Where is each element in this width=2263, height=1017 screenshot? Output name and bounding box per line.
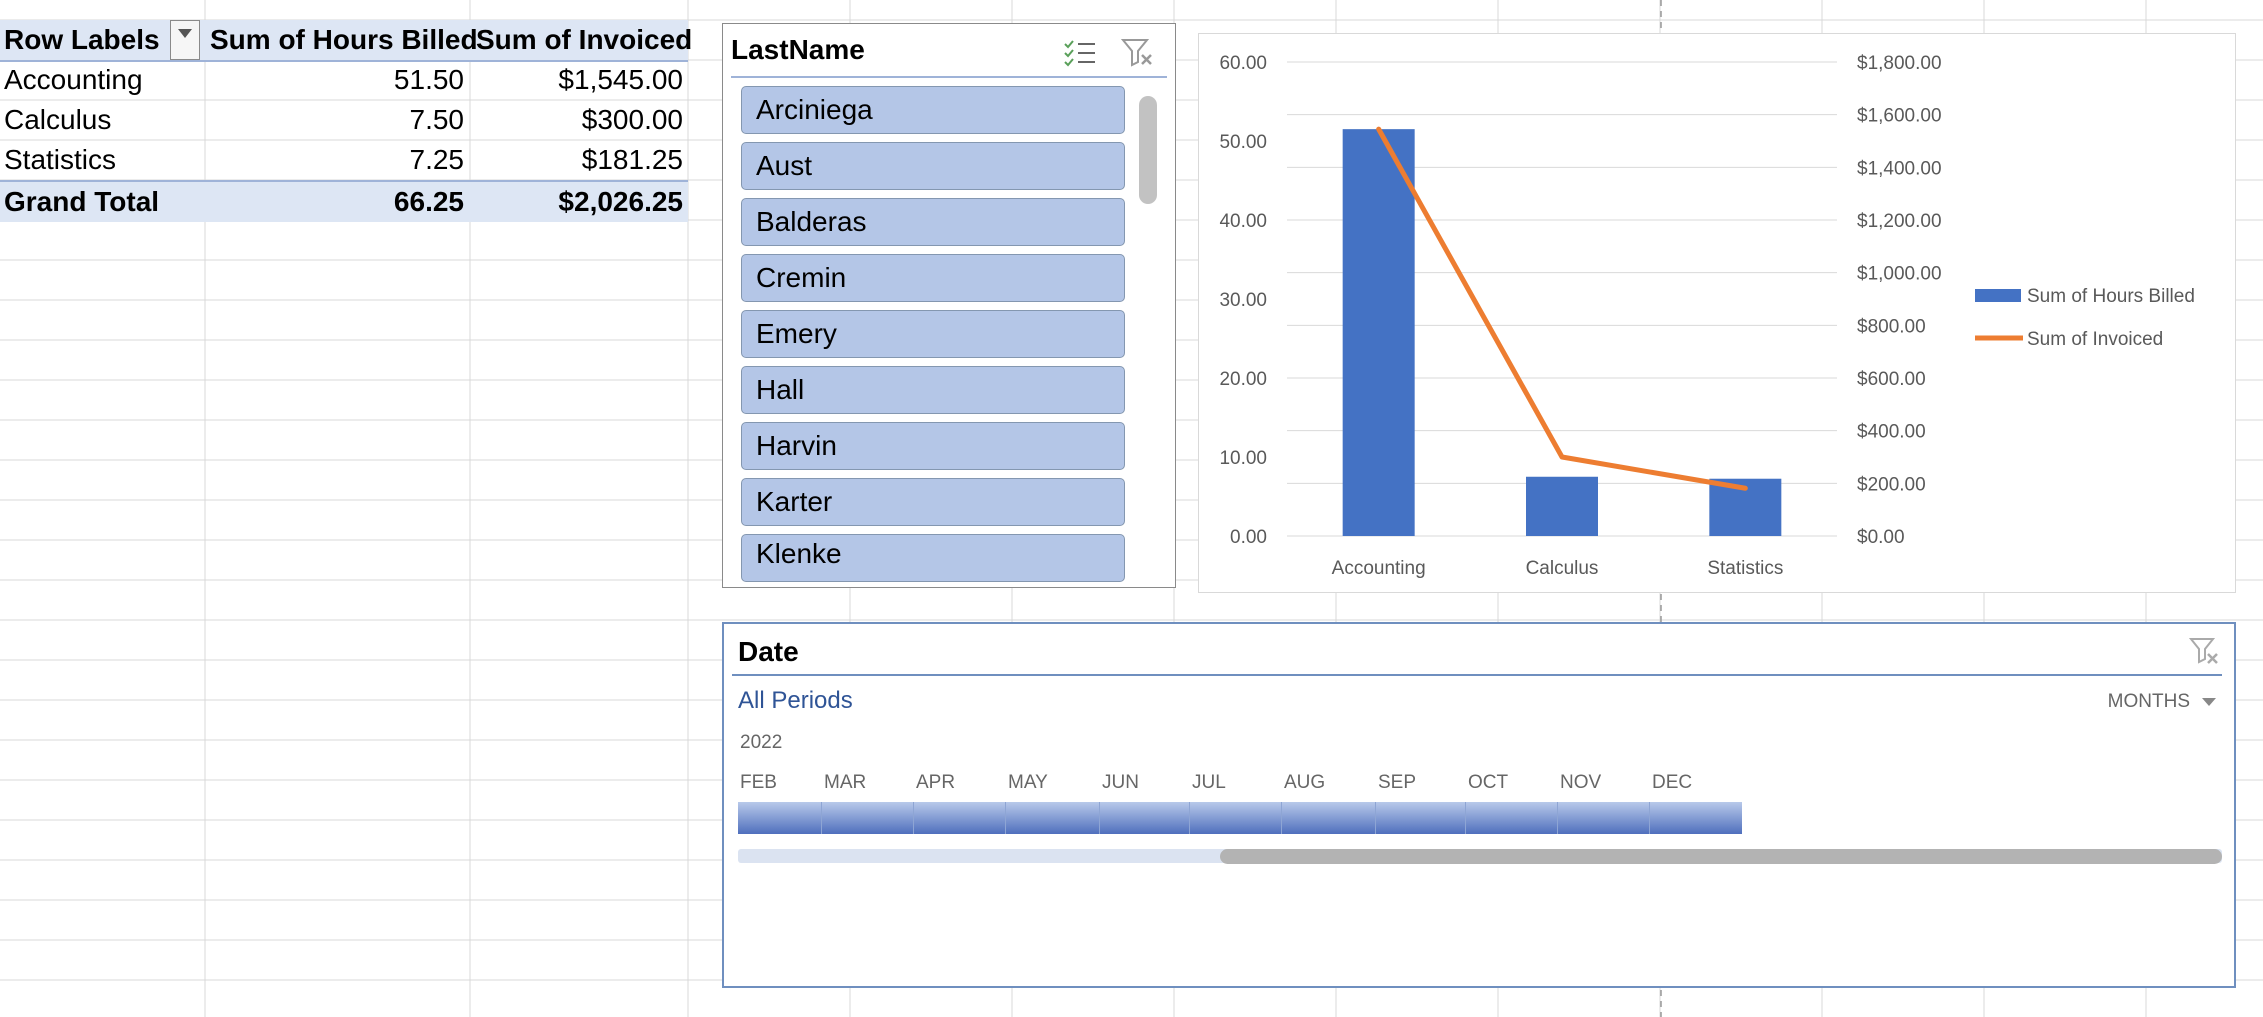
grand-total-label: Grand Total bbox=[4, 186, 160, 217]
timeline-scroll-thumb[interactable] bbox=[1220, 849, 2222, 864]
row-label: Statistics bbox=[4, 144, 117, 175]
date-timeline[interactable]: Date All Periods MONTHS 2022 FEB MAR APR… bbox=[722, 622, 2236, 988]
month-divider bbox=[1557, 802, 1558, 834]
month-label: AUG bbox=[1284, 772, 1326, 793]
y-left-tick-label: 50.00 bbox=[1219, 132, 1267, 153]
hours-billed-header[interactable]: Sum of Hours Billed bbox=[210, 24, 478, 55]
month-label: JUL bbox=[1192, 772, 1226, 793]
row-label: Calculus bbox=[4, 104, 112, 135]
month-label: NOV bbox=[1560, 772, 1602, 793]
y-right-tick-label: $1,800.00 bbox=[1857, 53, 1942, 74]
hours-value: 51.50 bbox=[393, 64, 464, 95]
pivot-row-statistics[interactable]: Statistics 7.25 $181.25 bbox=[0, 140, 688, 180]
slicer-item[interactable]: Balderas bbox=[741, 198, 1125, 246]
timeline-selection-bar[interactable] bbox=[738, 802, 1742, 834]
month-label: FEB bbox=[740, 772, 777, 793]
y-right-tick-label: $600.00 bbox=[1857, 369, 1926, 390]
chevron-down-icon bbox=[2202, 697, 2216, 706]
month-label: OCT bbox=[1468, 772, 1509, 793]
timeline-divider bbox=[732, 674, 2222, 676]
timeline-selection-label: All Periods bbox=[738, 687, 853, 714]
pivot-row-calculus[interactable]: Calculus 7.50 $300.00 bbox=[0, 100, 688, 140]
hours-value: 7.50 bbox=[409, 104, 465, 135]
legend-label-invoiced: Sum of Invoiced bbox=[2027, 329, 2163, 350]
month-divider bbox=[1375, 802, 1376, 834]
slicer-divider bbox=[731, 76, 1167, 78]
invoiced-value: $300.00 bbox=[581, 104, 683, 135]
month-label: JUN bbox=[1102, 772, 1139, 793]
legend-label-hours: Sum of Hours Billed bbox=[2027, 286, 2195, 307]
bar-calculus bbox=[1526, 476, 1598, 536]
y-right-tick-label: $200.00 bbox=[1857, 474, 1926, 495]
grand-total-invoiced: $2,026.25 bbox=[558, 186, 683, 217]
pivot-grand-total-row[interactable]: Grand Total 66.25 $2,026.25 bbox=[0, 180, 688, 222]
slicer-item[interactable]: Cremin bbox=[741, 254, 1125, 302]
chart-canvas: $0.00 $200.00 $400.00 $600.00 $800.00 $1,000.… bbox=[1219, 53, 2195, 579]
month-divider bbox=[1005, 802, 1006, 834]
x-tick-label: Calculus bbox=[1526, 558, 1599, 579]
y-right-tick-label: $800.00 bbox=[1857, 316, 1926, 337]
bar-accounting bbox=[1342, 129, 1415, 536]
y-left-tick-label: 30.00 bbox=[1219, 290, 1267, 311]
invoiced-line bbox=[1376, 126, 1748, 491]
y-left-tick-label: 0.00 bbox=[1230, 527, 1267, 548]
lastname-slicer[interactable]: LastName Arciniega Aust Balderas Cremin … bbox=[722, 23, 1176, 588]
slicer-item-list: Arciniega Aust Balderas Cremin Emery Hal… bbox=[741, 86, 1125, 587]
y-right-tick-label: $1,600.00 bbox=[1857, 106, 1942, 127]
row-label: Accounting bbox=[4, 64, 143, 95]
pivot-row-accounting[interactable]: Accounting 51.50 $1,545.00 bbox=[0, 60, 688, 100]
y-right-tick-label: $0.00 bbox=[1857, 527, 1905, 548]
month-divider bbox=[1465, 802, 1466, 834]
month-label: MAY bbox=[1008, 772, 1048, 793]
month-divider bbox=[1189, 802, 1190, 834]
row-labels-header[interactable]: Row Labels bbox=[4, 24, 160, 55]
invoiced-value: $181.25 bbox=[581, 144, 683, 175]
clear-filter-icon[interactable] bbox=[1119, 36, 1159, 70]
month-divider bbox=[1099, 802, 1100, 834]
slicer-item[interactable]: Hall bbox=[741, 366, 1125, 414]
month-divider bbox=[821, 802, 822, 834]
slicer-item[interactable]: Emery bbox=[741, 310, 1125, 358]
hours-value: 7.25 bbox=[409, 144, 465, 175]
y-left-tick-label: 60.00 bbox=[1219, 53, 1267, 74]
y-right-tick-label: $1,400.00 bbox=[1857, 158, 1942, 179]
legend-swatch-hours bbox=[1975, 289, 2021, 302]
y-right-tick-label: $1,200.00 bbox=[1857, 211, 1942, 232]
month-divider bbox=[1281, 802, 1282, 834]
slicer-title: LastName bbox=[731, 34, 865, 65]
slicer-item[interactable]: Aust bbox=[741, 142, 1125, 190]
time-level-label: MONTHS bbox=[2107, 691, 2190, 712]
multi-select-icon[interactable] bbox=[1061, 36, 1101, 70]
timeline-title: Date bbox=[738, 636, 799, 667]
slicer-scrollbar[interactable] bbox=[1139, 96, 1157, 204]
month-label: MAR bbox=[824, 772, 867, 793]
slicer-item[interactable]: Arciniega bbox=[741, 86, 1125, 134]
pivot-header-row: Row Labels Sum of Hours Billed Sum of In… bbox=[0, 20, 692, 62]
invoiced-header[interactable]: Sum of Invoiced bbox=[476, 24, 693, 55]
slicer-item[interactable]: Karter bbox=[741, 478, 1125, 526]
month-divider bbox=[913, 802, 914, 834]
y-right-tick-label: $1,000.00 bbox=[1857, 264, 1942, 285]
grand-total-hours: 66.25 bbox=[393, 186, 464, 217]
month-label: DEC bbox=[1652, 772, 1693, 793]
slicer-item[interactable]: Harvin bbox=[741, 422, 1125, 470]
invoiced-value: $1,545.00 bbox=[558, 64, 683, 95]
timeline-month-labels: FEB MAR APR MAY JUN JUL AUG SEP OCT NOV … bbox=[740, 768, 1780, 798]
month-label: APR bbox=[916, 772, 956, 793]
x-tick-label: Accounting bbox=[1332, 558, 1426, 579]
timeline-year: 2022 bbox=[740, 732, 783, 753]
clear-filter-icon[interactable] bbox=[2188, 636, 2222, 668]
row-labels-filter-dropdown[interactable] bbox=[170, 20, 200, 60]
y-right-tick-label: $400.00 bbox=[1857, 422, 1926, 443]
y-left-tick-label: 10.00 bbox=[1219, 448, 1267, 469]
time-level-dropdown[interactable]: MONTHS bbox=[2108, 686, 2216, 718]
y-left-tick-label: 20.00 bbox=[1219, 369, 1267, 390]
month-label: SEP bbox=[1378, 772, 1417, 793]
x-tick-label: Statistics bbox=[1707, 558, 1783, 579]
combo-chart[interactable]: $0.00 $200.00 $400.00 $600.00 $800.00 $1,000.… bbox=[1198, 33, 2236, 593]
month-divider bbox=[1649, 802, 1650, 834]
slicer-item[interactable]: Klenke bbox=[741, 534, 1125, 582]
y-left-tick-label: 40.00 bbox=[1219, 211, 1267, 232]
